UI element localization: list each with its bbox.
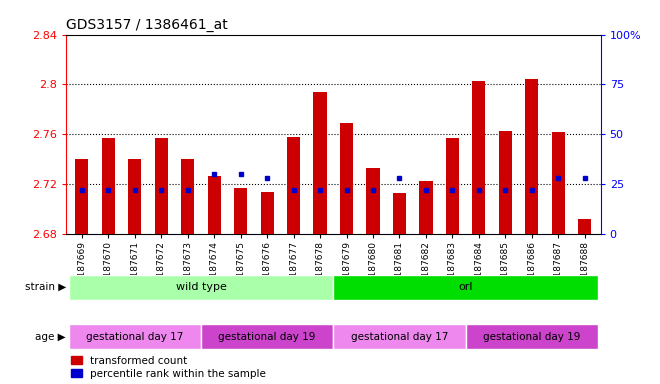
Bar [75,159,88,234]
Bar [314,92,327,234]
Bar [465,324,598,349]
Bar [333,275,598,300]
Bar [525,79,539,234]
Bar [181,159,194,234]
Bar [287,137,300,234]
Bar [473,81,486,234]
Bar [102,138,115,234]
Bar [333,324,465,349]
Text: age ▶: age ▶ [36,332,66,342]
Bar [154,138,168,234]
Bar [208,175,221,234]
Text: gestational day 19: gestational day 19 [483,332,581,342]
Bar [201,324,333,349]
Bar [366,168,379,234]
Legend: transformed count, percentile rank within the sample: transformed count, percentile rank withi… [71,356,266,379]
Bar [393,193,406,234]
Bar [69,275,333,300]
Bar [578,219,591,234]
Bar [419,180,432,234]
Bar [552,132,565,234]
Text: orl: orl [459,282,473,292]
Text: gestational day 17: gestational day 17 [86,332,183,342]
Bar [261,192,274,234]
Bar [69,324,201,349]
Text: GDS3157 / 1386461_at: GDS3157 / 1386461_at [66,18,228,32]
Bar [128,159,141,234]
Bar [499,131,512,234]
Text: wild type: wild type [176,282,226,292]
Bar [446,138,459,234]
Text: gestational day 19: gestational day 19 [218,332,316,342]
Bar [234,188,248,234]
Text: gestational day 17: gestational day 17 [350,332,448,342]
Text: strain ▶: strain ▶ [25,282,66,292]
Bar [340,123,353,234]
